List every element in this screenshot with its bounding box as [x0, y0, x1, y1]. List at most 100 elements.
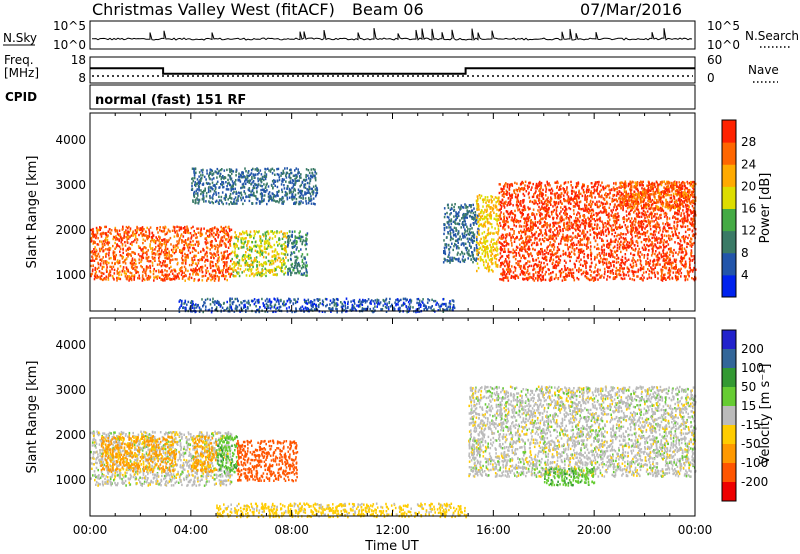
- power-echo-cell: [209, 228, 211, 231]
- power-echo-cell: [211, 227, 214, 230]
- power-echo-cell: [314, 168, 316, 172]
- power-echo-cell: [372, 310, 374, 314]
- power-echo-cell: [140, 264, 142, 268]
- power-echo-cell: [510, 202, 512, 205]
- power-echo-cell: [150, 236, 153, 239]
- power-echo-cell: [595, 274, 598, 277]
- power-echo-cell: [450, 218, 453, 221]
- power-echo-cell: [606, 220, 609, 223]
- power-echo-cell: [423, 303, 425, 306]
- power-echo-cell: [205, 192, 208, 195]
- power-echo-cell: [184, 300, 186, 303]
- power-echo-cell: [107, 234, 109, 237]
- power-echo-cell: [223, 251, 225, 254]
- power-echo-cell: [305, 247, 307, 251]
- power-echo-cell: [269, 261, 272, 265]
- power-echo-cell: [224, 309, 226, 312]
- power-echo-cell: [268, 298, 271, 301]
- power-echo-cell: [159, 246, 162, 249]
- power-echo-cell: [220, 176, 223, 179]
- power-echo-cell: [253, 186, 256, 190]
- power-echo-cell: [248, 301, 250, 305]
- power-echo-cell: [452, 220, 455, 223]
- power-echo-cell: [91, 269, 94, 273]
- power-echo-cell: [211, 173, 213, 176]
- power-echo-cell: [289, 257, 292, 261]
- power-echo-cell: [229, 175, 232, 178]
- power-echo-cell: [607, 232, 610, 236]
- power-echo-cell: [210, 256, 212, 259]
- power-echo-cell: [285, 192, 288, 195]
- power-echo-cell: [102, 256, 104, 259]
- power-echo-cell: [256, 273, 259, 277]
- power-echo-cell: [306, 274, 308, 277]
- power-echo-cell: [455, 235, 457, 238]
- power-echo-cell: [642, 265, 645, 269]
- power-echo-cell: [192, 270, 194, 274]
- power-echo-cell: [298, 237, 301, 240]
- power-echo-cell: [647, 218, 650, 222]
- power-echo-cell: [153, 276, 156, 280]
- power-echo-cell: [132, 251, 135, 254]
- power-echo-cell: [205, 258, 207, 262]
- power-echo-cell: [470, 216, 473, 219]
- power-echo-cell: [369, 307, 371, 311]
- power-echo-cell: [473, 235, 475, 238]
- power-echo-cell: [227, 226, 229, 229]
- power-echo-cell: [164, 264, 166, 267]
- power-echo-cell: [157, 231, 159, 234]
- power-echo-cell: [300, 193, 303, 196]
- power-echo-cell: [308, 196, 310, 200]
- power-echo-cell: [460, 238, 462, 241]
- power-echo-cell: [117, 276, 120, 279]
- power-echo-cell: [496, 223, 499, 226]
- power-echo-cell: [266, 202, 268, 206]
- power-echo-cell: [188, 276, 191, 279]
- power-echo-cell: [108, 254, 110, 257]
- power-echo-cell: [305, 261, 308, 264]
- power-echo-cell: [308, 187, 311, 191]
- power-echo-cell: [141, 276, 144, 279]
- power-echo-cell: [476, 249, 479, 252]
- power-echo-cell: [294, 235, 297, 238]
- power-echo-cell: [472, 211, 475, 215]
- power-echo-cell: [191, 306, 194, 309]
- power-echo-cell: [106, 238, 109, 242]
- power-echo-cell: [585, 260, 587, 263]
- power-echo-cell: [242, 300, 245, 303]
- power-echo-cell: [201, 258, 204, 262]
- power-echo-cell: [105, 270, 108, 273]
- power-echo-cell: [289, 300, 292, 303]
- power-echo-cell: [158, 263, 161, 266]
- power-echo-cell: [647, 244, 650, 248]
- power-echo-cell: [233, 200, 235, 204]
- power-echo-cell: [176, 229, 178, 233]
- power-echo-cell: [230, 187, 233, 191]
- power-echo-cell: [489, 222, 491, 225]
- power-echo-cell: [281, 237, 284, 240]
- power-echo-cell: [240, 174, 243, 177]
- power-echo-cell: [559, 217, 561, 220]
- power-echo-cell: [186, 229, 188, 232]
- power-echo-cell: [222, 269, 224, 272]
- power-echo-cell: [105, 232, 107, 235]
- power-echo-cell: [217, 192, 220, 195]
- power-echo-cell: [505, 239, 507, 243]
- power-echo-cell: [254, 301, 257, 304]
- power-echo-cell: [466, 225, 468, 228]
- power-echo-cell: [229, 298, 232, 301]
- power-echo-cell: [210, 273, 213, 277]
- power-echo-cell: [306, 302, 309, 305]
- power-echo-cell: [658, 226, 661, 229]
- power-echo-cell: [208, 188, 210, 191]
- power-echo-cell: [285, 174, 287, 177]
- power-echo-cell: [247, 170, 250, 173]
- power-echo-cell: [275, 273, 278, 277]
- power-echo-cell: [253, 176, 256, 179]
- power-echo-cell: [602, 260, 604, 264]
- power-echo-cell: [175, 248, 178, 252]
- power-echo-cell: [395, 302, 398, 306]
- power-echo-cell: [493, 242, 496, 245]
- power-echo-cell: [484, 215, 486, 218]
- power-echo-cell: [284, 167, 286, 170]
